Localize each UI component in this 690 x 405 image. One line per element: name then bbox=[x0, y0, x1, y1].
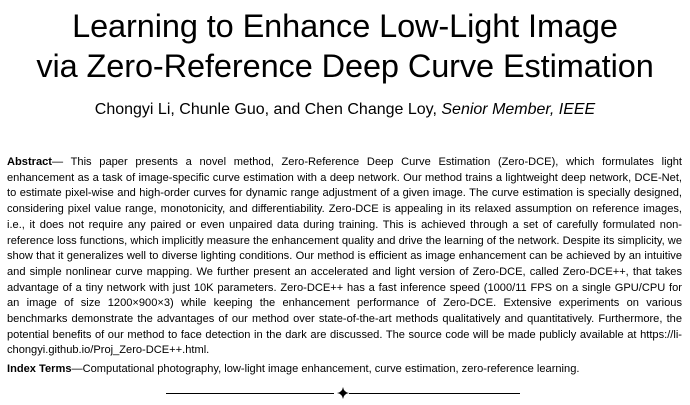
abstract-text: — This paper presents a novel method, Ze… bbox=[7, 156, 682, 357]
separator-line-right bbox=[349, 393, 520, 394]
author-line: Chongyi Li, Chunle Guo, and Chen Change … bbox=[0, 100, 690, 120]
paper-title-line-2: via Zero-Reference Deep Curve Estimation bbox=[36, 48, 654, 84]
paper-title-line-1: Learning to Enhance Low-Light Image bbox=[72, 8, 618, 44]
paper-title: Learning to Enhance Low-Light Image via … bbox=[0, 6, 690, 86]
separator-line-left bbox=[166, 393, 334, 394]
abstract-label: Abstract bbox=[7, 156, 53, 168]
author-membership: Senior Member, IEEE bbox=[441, 101, 596, 118]
index-terms-text: —Computational photography, low-light im… bbox=[71, 363, 580, 375]
abstract-paragraph: Abstract— This paper presents a novel me… bbox=[7, 155, 682, 359]
index-terms-paragraph: Index Terms—Computational photography, l… bbox=[7, 362, 682, 377]
index-terms-label: Index Terms bbox=[7, 363, 72, 375]
diamond-separator-icon bbox=[337, 387, 349, 399]
author-names: Chongyi Li, Chunle Guo, and Chen Change … bbox=[94, 101, 437, 118]
